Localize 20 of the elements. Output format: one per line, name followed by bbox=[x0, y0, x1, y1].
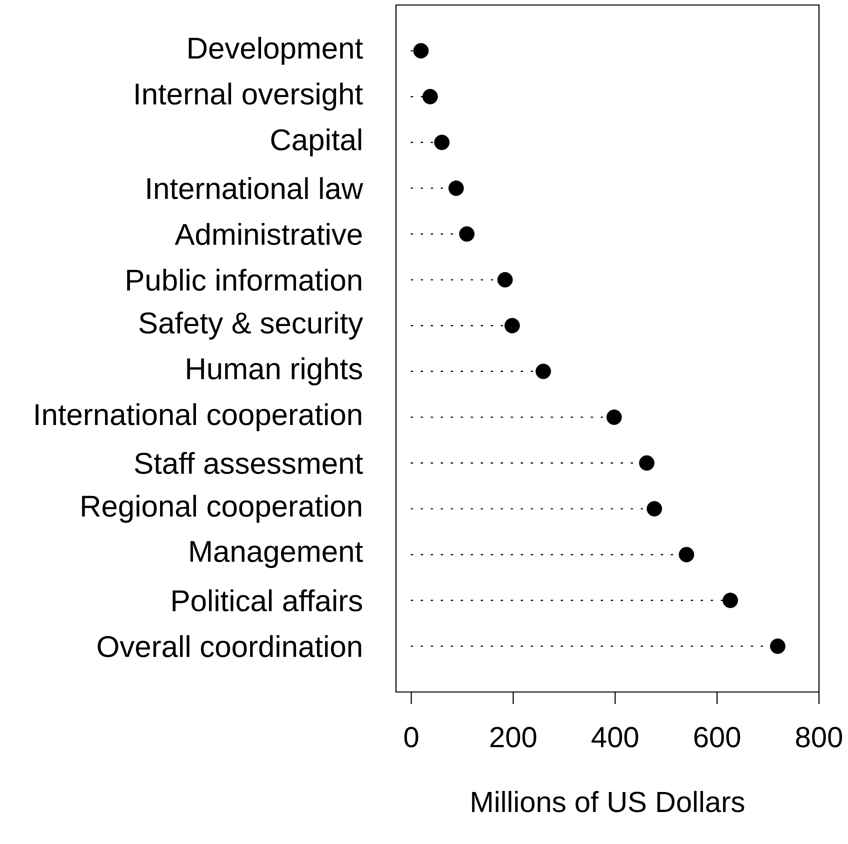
y-tick-label: Overall coordination bbox=[98, 635, 362, 658]
y-tick-label: Internal oversight bbox=[136, 82, 363, 111]
x-tick-label: 800 bbox=[796, 726, 842, 748]
y-tick-label: International law bbox=[147, 177, 364, 200]
x-tick-label: 600 bbox=[694, 726, 740, 748]
y-tick-label: Safety & security bbox=[139, 312, 364, 340]
x-axis-title: Millions of US Dollars bbox=[472, 790, 744, 812]
y-tick-label: Capital bbox=[271, 128, 362, 156]
y-tick-label: Administrative bbox=[174, 222, 362, 246]
y-tick-label: Development bbox=[188, 36, 363, 65]
x-tick-label: 400 bbox=[592, 726, 638, 748]
y-tick-label: Regional cooperation bbox=[82, 494, 362, 523]
x-tick-label: 200 bbox=[490, 726, 536, 748]
y-tick-label: Human rights bbox=[187, 357, 362, 386]
y-tick-label: Staff assessment bbox=[134, 452, 363, 474]
y-tick-label: Public information bbox=[127, 268, 362, 291]
y-tick-label: International cooperation bbox=[36, 403, 362, 432]
y-tick-label: Political affairs bbox=[172, 589, 362, 612]
x-tick-label: 0 bbox=[404, 726, 418, 748]
y-tick-label: Management bbox=[190, 541, 363, 568]
